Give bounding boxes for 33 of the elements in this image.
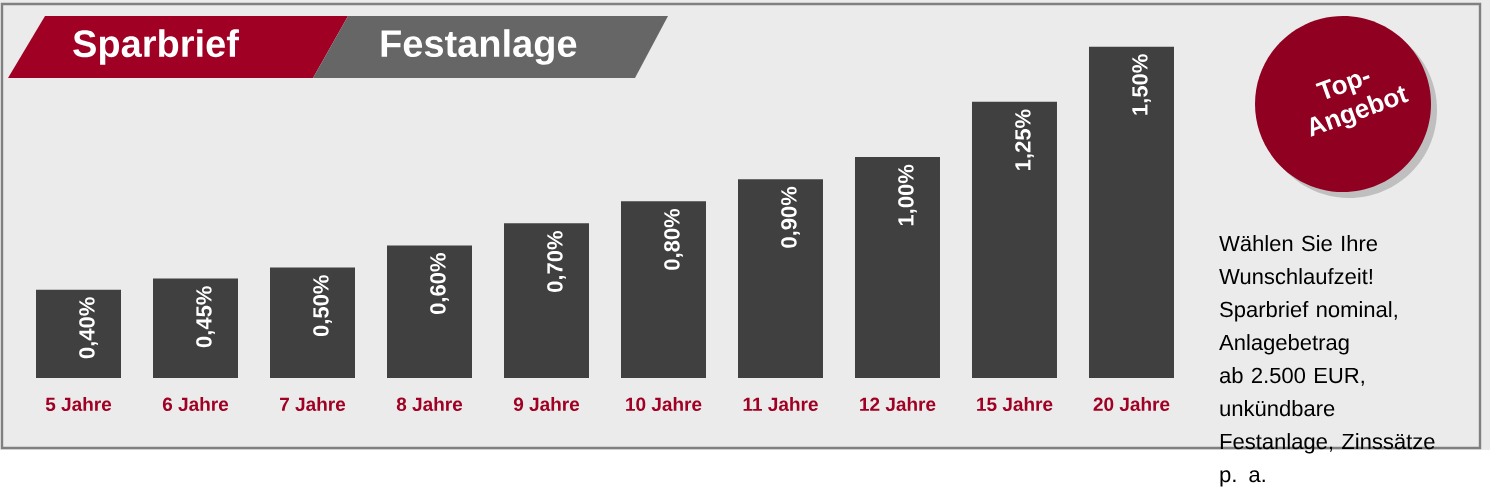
x-tick-label: 12 Jahre [860, 396, 936, 411]
bar [738, 179, 823, 378]
x-tick-label: 11 Jahre [743, 396, 818, 411]
bar [504, 223, 589, 378]
x-tick-label: 7 Jahre [280, 396, 346, 411]
data-label: 1,25% [1015, 109, 1034, 170]
x-tick-label: 20 Jahre [1093, 396, 1170, 411]
x-tick-label: 9 Jahre [513, 396, 580, 411]
x-tick-label: 15 Jahre [977, 396, 1053, 411]
bar [1088, 46, 1174, 378]
data-label: 0,45% [196, 286, 215, 348]
bar [621, 201, 706, 378]
chart-subtitle: Festanlage [381, 29, 577, 65]
data-label: 0,80% [664, 208, 683, 270]
bar [971, 101, 1057, 378]
x-tick-label: 10 Jahre [626, 396, 702, 411]
data-label: 0,60% [430, 253, 449, 314]
bar [153, 278, 238, 378]
bar [387, 245, 472, 378]
data-label: 0,40% [79, 297, 98, 359]
x-tick-label: 6 Jahre [162, 396, 229, 411]
text: Wählen Sie Ihre Wunschlaufzeit! Sparbrief nominal, Anlagebetrag ab 2.500 EUR, unkündbare Festanlage, Zinssätze p. a. [1219, 234, 1435, 487]
data-label: 0,90% [781, 186, 800, 248]
x-tick-label: 8 Jahre [396, 396, 463, 411]
bar [270, 267, 355, 378]
data-label: 1,00% [898, 164, 917, 226]
data-label: 0,50% [313, 275, 332, 336]
bar [854, 156, 940, 378]
data-label: 1,50% [1132, 54, 1151, 115]
data-label: 0,70% [547, 230, 566, 292]
chart-title: Sparbrief [73, 29, 239, 65]
bar [36, 289, 122, 378]
x-tick-label: 5 Jahre [45, 396, 112, 411]
